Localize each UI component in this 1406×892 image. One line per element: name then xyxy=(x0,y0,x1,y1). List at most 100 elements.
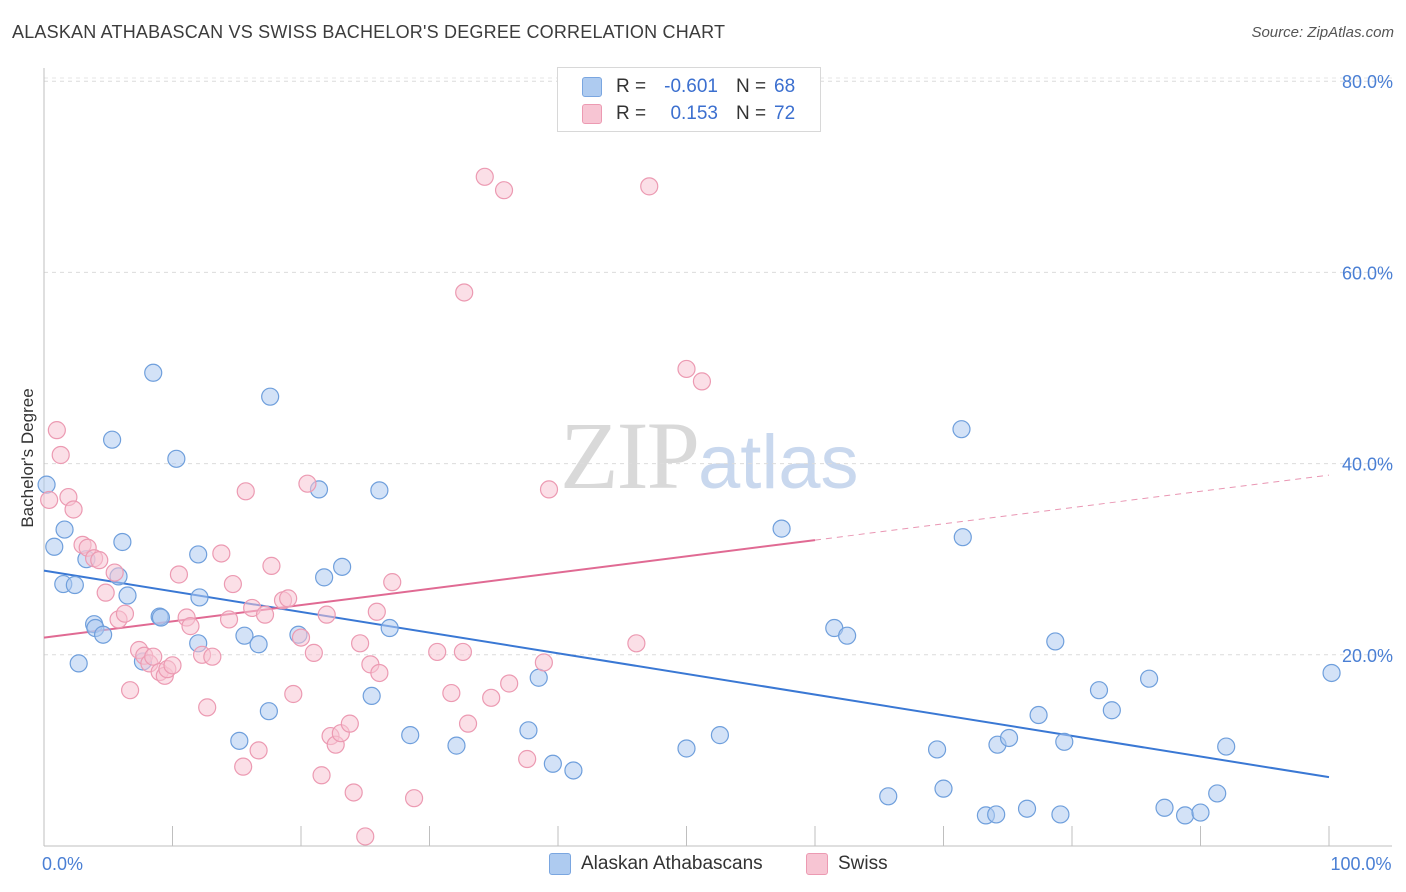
n-label: N = xyxy=(736,76,767,97)
data-point xyxy=(1155,798,1174,817)
data-point xyxy=(475,167,494,186)
data-point xyxy=(482,688,501,707)
y-tick-label: 20.0% xyxy=(1342,646,1393,666)
trend-lines xyxy=(43,474,1330,779)
data-point xyxy=(249,741,268,760)
data-point xyxy=(518,749,537,769)
data-point xyxy=(344,783,363,802)
data-point xyxy=(1139,669,1159,688)
data-point xyxy=(1029,705,1048,725)
data-point xyxy=(447,736,466,755)
swiss-legend-swatch xyxy=(806,853,828,875)
tick-labels: 20.0% 40.0% 60.0% 80.0% 0.0% 100.0% xyxy=(42,72,1393,874)
data-point xyxy=(169,565,189,584)
data-point xyxy=(999,728,1019,748)
data-point xyxy=(710,726,730,745)
data-point xyxy=(442,683,461,703)
data-point xyxy=(1089,681,1109,700)
data-point xyxy=(96,583,115,602)
data-point xyxy=(1051,805,1070,824)
legend-item-athabascans[interactable]: Alaskan Athabascans xyxy=(549,852,763,876)
x-tick-label: 100.0% xyxy=(1330,854,1391,874)
data-point xyxy=(69,654,88,673)
data-point xyxy=(144,363,163,382)
data-point xyxy=(529,668,548,687)
r-value: 0.153 xyxy=(670,103,718,124)
data-point xyxy=(1017,799,1037,818)
correlation-legend: R = -0.601 N = 68 R = 0.153 N = 72 xyxy=(557,67,821,132)
data-point xyxy=(692,372,712,391)
data-point xyxy=(65,575,84,595)
y-tick-label: 60.0% xyxy=(1342,263,1393,283)
data-point xyxy=(113,532,132,552)
data-point xyxy=(312,766,331,785)
data-point xyxy=(362,686,381,706)
data-point xyxy=(677,359,696,379)
data-point xyxy=(298,474,317,493)
r-label: R = xyxy=(616,103,647,124)
data-point xyxy=(927,740,947,759)
data-point xyxy=(1208,784,1227,803)
data-point xyxy=(212,544,231,563)
athabascans-legend-label: Alaskan Athabascans xyxy=(581,853,763,874)
legend-row-swiss: R = 0.153 N = 72 xyxy=(582,102,795,126)
data-point xyxy=(167,449,186,468)
data-point xyxy=(249,635,268,654)
data-point xyxy=(115,604,135,623)
swiss-legend-label: Swiss xyxy=(838,853,888,874)
y-axis-label: Bachelor's Degree xyxy=(18,388,37,527)
data-point xyxy=(144,647,163,666)
axes xyxy=(43,68,1392,847)
data-point xyxy=(370,663,389,683)
data-point xyxy=(370,481,389,500)
n-value: 72 xyxy=(774,103,796,124)
data-point xyxy=(333,557,352,576)
data-point xyxy=(219,610,239,629)
data-point xyxy=(401,726,420,745)
data-point xyxy=(987,805,1006,824)
data-point xyxy=(163,656,182,675)
y-tick-label: 40.0% xyxy=(1342,455,1393,475)
data-point xyxy=(304,643,323,662)
data-point xyxy=(952,420,971,439)
data-point xyxy=(564,761,583,780)
series-points xyxy=(37,363,1341,825)
data-point xyxy=(838,626,857,645)
data-point xyxy=(458,714,478,733)
data-point xyxy=(519,721,538,740)
data-point xyxy=(190,588,209,607)
swiss-swatch xyxy=(582,104,602,124)
data-point xyxy=(55,520,74,539)
data-point xyxy=(367,602,386,621)
legend-item-swiss[interactable]: Swiss xyxy=(806,852,888,876)
data-point xyxy=(37,475,56,494)
data-point xyxy=(118,586,137,605)
y-tick-label: 80.0% xyxy=(1342,72,1393,92)
data-point xyxy=(198,698,217,717)
data-point xyxy=(51,445,70,465)
watermark-zip: ZIP xyxy=(560,402,700,509)
gridlines xyxy=(44,77,1392,656)
data-point xyxy=(90,551,109,570)
n-label: N = xyxy=(736,103,767,124)
watermark-atlas: atlas xyxy=(698,420,859,505)
data-point xyxy=(47,421,66,440)
data-point xyxy=(1055,732,1074,751)
athabascans-legend-swatch xyxy=(549,853,571,875)
data-point xyxy=(315,568,334,587)
data-point xyxy=(105,563,124,582)
data-point xyxy=(539,480,559,499)
data-point xyxy=(181,617,200,636)
data-point xyxy=(1046,632,1065,651)
data-point xyxy=(500,674,519,693)
data-point xyxy=(428,642,447,662)
data-point xyxy=(259,702,278,721)
data-point xyxy=(262,556,281,575)
data-point xyxy=(189,545,208,564)
data-point xyxy=(284,684,303,704)
data-point xyxy=(351,634,370,653)
data-point xyxy=(291,628,311,647)
data-point xyxy=(1175,806,1195,825)
data-point xyxy=(234,757,253,776)
source-credit: Source: ZipAtlas.com xyxy=(1251,24,1394,41)
